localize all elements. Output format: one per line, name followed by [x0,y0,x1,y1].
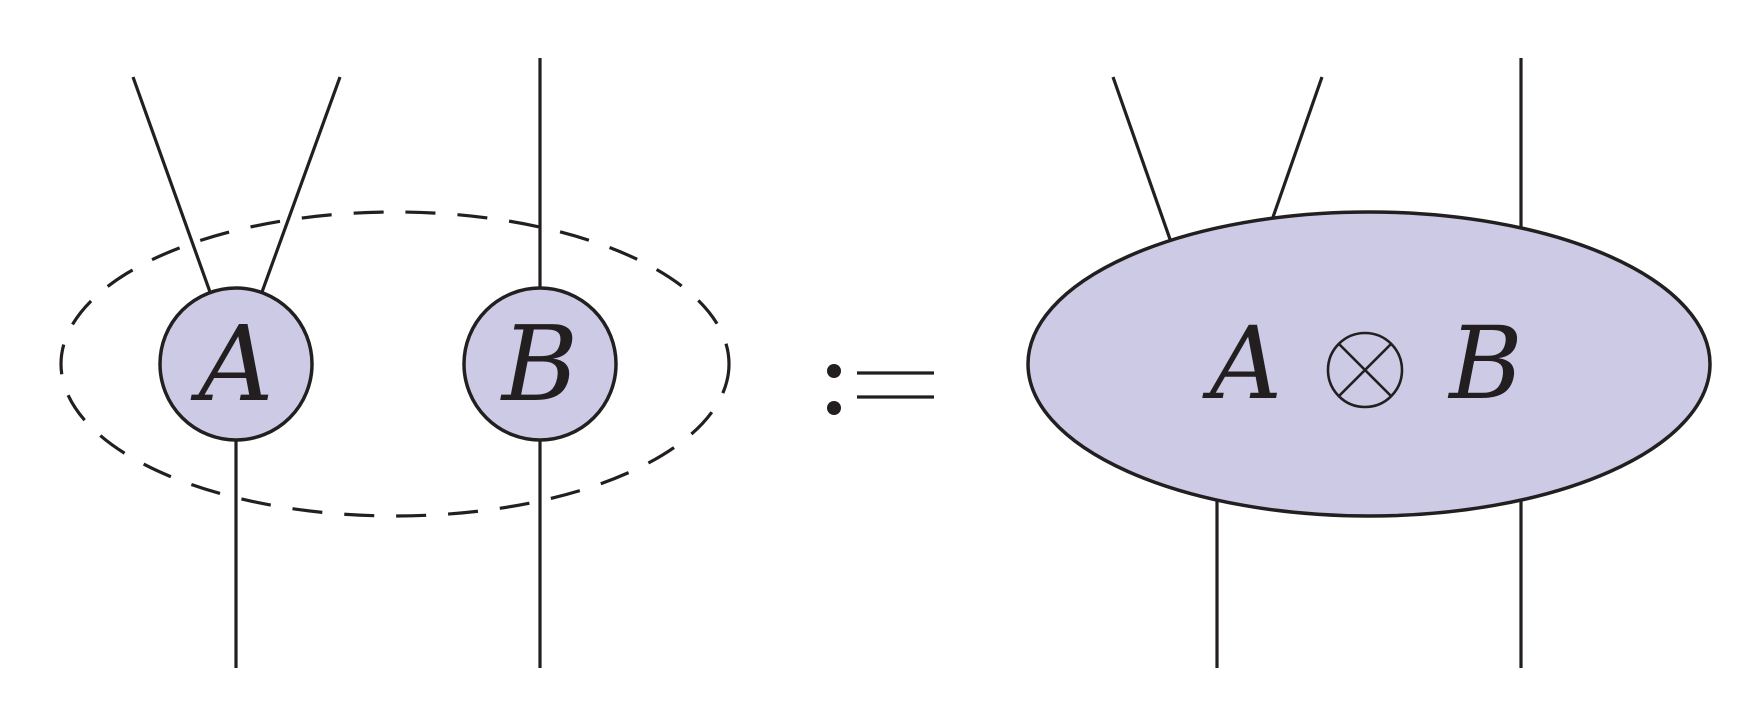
tensor-node-b: B [462,286,618,442]
combined-label-b: B [1447,305,1523,422]
definition-symbol: := [827,364,934,415]
combined-tensor-ellipse [1026,210,1712,518]
tensor-node-a-label: A [190,303,273,425]
circled-times-ring [1326,331,1404,409]
combined-upper-middle-leg [1263,76,1324,241]
right-network: A ⊗ B [1026,58,1712,668]
a-upper-left-leg [131,76,212,293]
tensor-node-a-circle [158,286,314,442]
tensor-node-b-label: B [500,303,578,425]
combined-label-a: A [1202,305,1282,422]
a-upper-right-leg [260,76,342,293]
grouping-dashed-ellipse [59,210,731,518]
colon-dot-bottom [827,401,841,415]
colon-dot-top [827,364,841,378]
circled-times-icon: ⊗ [1326,331,1404,409]
combined-upper-left-leg [1111,76,1180,263]
tensor-node-a: A [158,286,314,442]
tensor-node-b-circle [462,286,618,442]
circled-times-diag-2 [1338,343,1392,397]
left-network: A B [59,58,731,668]
